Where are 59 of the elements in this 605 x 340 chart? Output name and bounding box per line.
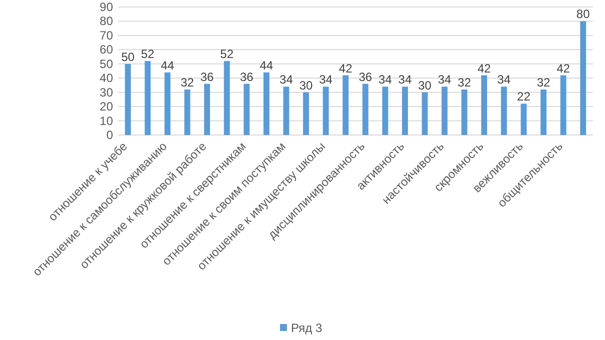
- data-label: 42: [556, 61, 570, 76]
- data-label: 34: [319, 72, 333, 87]
- bar: [481, 75, 488, 135]
- bar: [402, 86, 408, 135]
- data-label: 30: [418, 78, 432, 92]
- y-tick-label: 0: [106, 128, 114, 142]
- data-label: 34: [398, 72, 412, 87]
- bar: [342, 75, 349, 135]
- bar: [184, 89, 190, 135]
- bar: [124, 64, 131, 135]
- bar: [422, 92, 428, 135]
- data-label: 50: [121, 50, 135, 64]
- bar: [540, 89, 546, 135]
- data-label: 44: [260, 58, 274, 72]
- y-tick-label: 90: [100, 0, 114, 14]
- bar: [164, 72, 170, 135]
- bar: [204, 84, 210, 135]
- data-label: 34: [438, 72, 452, 87]
- data-label: 32: [458, 75, 472, 90]
- legend-label: Ряд 3: [291, 321, 322, 335]
- y-tick-label: 50: [100, 56, 114, 71]
- data-label: 44: [160, 58, 174, 72]
- data-label: 42: [477, 61, 492, 76]
- bar: [263, 72, 270, 135]
- data-label: 34: [378, 72, 392, 87]
- y-tick-label: 40: [100, 71, 114, 86]
- data-label: 36: [200, 70, 214, 84]
- y-tick-label: 70: [100, 28, 114, 42]
- bar: [303, 92, 309, 135]
- bar: [500, 86, 507, 135]
- bar: [560, 75, 566, 135]
- bar: [362, 84, 368, 135]
- y-tick-label: 60: [100, 42, 114, 57]
- bar: [520, 104, 527, 135]
- data-label: 36: [358, 70, 372, 84]
- y-tick-label: 10: [100, 114, 114, 128]
- bar: [224, 61, 230, 135]
- bar: [382, 86, 388, 135]
- bar: [283, 86, 290, 135]
- data-label: 36: [240, 70, 254, 84]
- data-label: 42: [338, 61, 353, 76]
- data-label: 32: [536, 75, 551, 90]
- data-label: 30: [299, 78, 314, 92]
- y-tick-label: 80: [100, 14, 114, 28]
- bar: [144, 61, 151, 135]
- data-label: 22: [517, 90, 531, 104]
- data-label: 52: [220, 47, 234, 62]
- bar: [461, 89, 468, 135]
- y-tick-label: 20: [100, 100, 114, 114]
- data-label: 80: [576, 7, 590, 22]
- bar: [322, 86, 329, 135]
- bar: [580, 21, 586, 135]
- bar: [442, 86, 448, 135]
- bar: [244, 84, 250, 135]
- data-label: 34: [497, 72, 511, 87]
- y-tick-label: 30: [100, 85, 114, 100]
- data-label: 52: [141, 47, 155, 62]
- data-label: 32: [180, 75, 194, 90]
- data-label: 34: [280, 72, 294, 87]
